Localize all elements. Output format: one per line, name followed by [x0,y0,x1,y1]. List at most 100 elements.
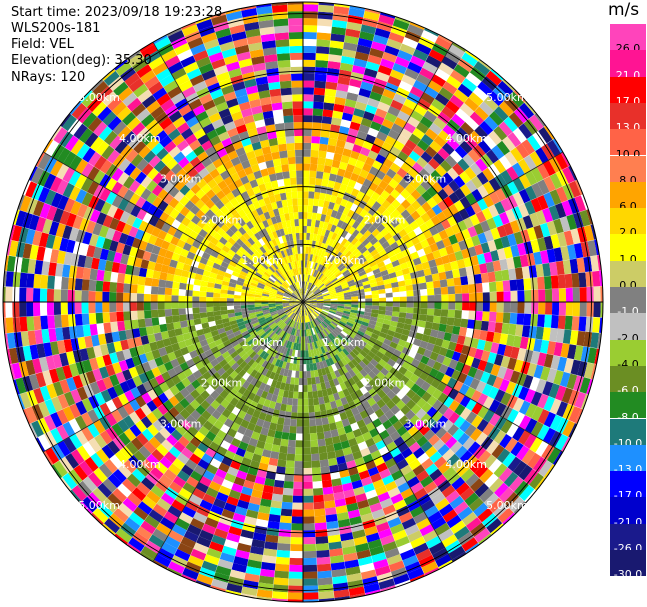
ppi-gate [59,210,71,225]
ppi-gate [314,522,327,531]
ppi-gate [223,272,232,279]
ppi-gate [372,329,381,336]
ppi-gate [442,356,452,367]
ppi-gate [290,334,295,343]
ppi-gate [227,312,236,318]
ppi-gate [448,400,460,412]
ppi-gate [293,306,299,313]
ppi-gate [136,482,151,496]
ppi-gate [298,315,301,323]
ppi-gate [20,331,30,347]
ppi-gate [264,181,273,191]
ppi-gate [109,302,117,313]
ppi-gate [247,203,256,213]
ppi-gate [496,343,507,356]
ppi-gate [52,207,64,223]
ppi-gate [537,314,545,328]
ppi-gate [303,59,316,67]
ppi-gate [288,327,294,335]
ppi-gate [371,552,387,563]
ppi-gate [130,153,144,167]
ppi-gate [120,339,130,351]
ppi-gate [189,436,202,448]
ppi-gate [560,343,570,358]
ppi-gate [303,592,319,600]
ppi-gate [260,427,269,436]
ppi-gate [214,278,223,285]
ppi-gate [195,394,206,405]
ppi-gate [393,331,402,340]
ppi-gate [236,318,244,324]
ppi-gate [251,539,266,549]
ppi-gate [88,279,97,292]
ppi-gate [282,101,293,110]
ppi-gate [268,339,275,347]
ppi-gate [303,225,307,233]
ppi-gate [438,559,453,570]
ppi-gate [280,266,286,273]
ppi-gate [427,486,442,500]
ppi-gate [239,257,247,265]
ppi-gate [94,198,106,212]
ppi-gate [368,336,378,344]
ppi-gate [382,435,394,446]
ppi-gate [240,529,255,540]
ppi-gate [253,424,263,434]
ppi-gate [289,312,295,319]
ppi-gate [303,170,310,178]
ppi-gate [151,278,160,287]
ppi-gate [316,556,331,565]
ppi-gate [358,470,370,480]
ppi-gate [189,349,199,359]
ppi-gate [292,205,299,213]
ppi-gate [96,269,105,282]
ppi-gate [97,502,114,519]
ppi-gate [289,277,294,285]
ppi-gate [288,578,303,586]
ppi-gate [181,216,191,227]
ppi-gate [273,479,285,488]
ppi-gate [497,507,514,524]
ppi-gate [376,398,386,409]
ppi-gate [277,459,287,468]
ppi-gate [144,242,155,253]
ppi-gate [242,282,251,288]
ppi-gate [315,306,323,311]
ppi-gate [128,180,141,193]
ppi-gate [258,255,266,263]
ppi-gate [238,441,249,451]
ppi-gate [103,70,120,86]
ppi-gate [328,349,335,358]
ppi-gate [53,127,68,144]
ppi-gate [300,315,303,323]
ppi-gate [190,409,202,421]
ppi-gate [382,323,390,330]
ppi-gate [291,305,298,311]
ppi-gate [305,308,308,316]
ppi-gate [207,354,216,363]
ppi-gate [502,512,516,525]
ppi-gate [448,411,460,424]
ppi-gate [163,468,177,482]
ppi-gate [317,11,334,20]
ppi-gate [578,316,587,332]
ppi-gate [4,255,9,271]
ppi-gate [315,306,323,310]
ppi-gate [283,249,288,257]
ppi-gate [309,363,314,371]
ppi-gate [313,404,321,413]
ppi-gate [193,464,207,476]
ppi-gate [261,236,269,244]
ppi-gate [288,18,303,26]
ppi-gate [516,313,525,325]
ppi-gate [586,302,594,317]
ppi-gate [25,228,36,245]
ppi-gate [26,316,35,331]
ppi-gate [59,352,69,367]
ppi-gate [213,65,228,76]
ppi-gate [82,324,92,337]
ppi-gate [243,345,252,353]
ppi-gate [330,331,338,338]
ppi-gate [566,373,578,390]
ppi-gate [217,558,234,570]
